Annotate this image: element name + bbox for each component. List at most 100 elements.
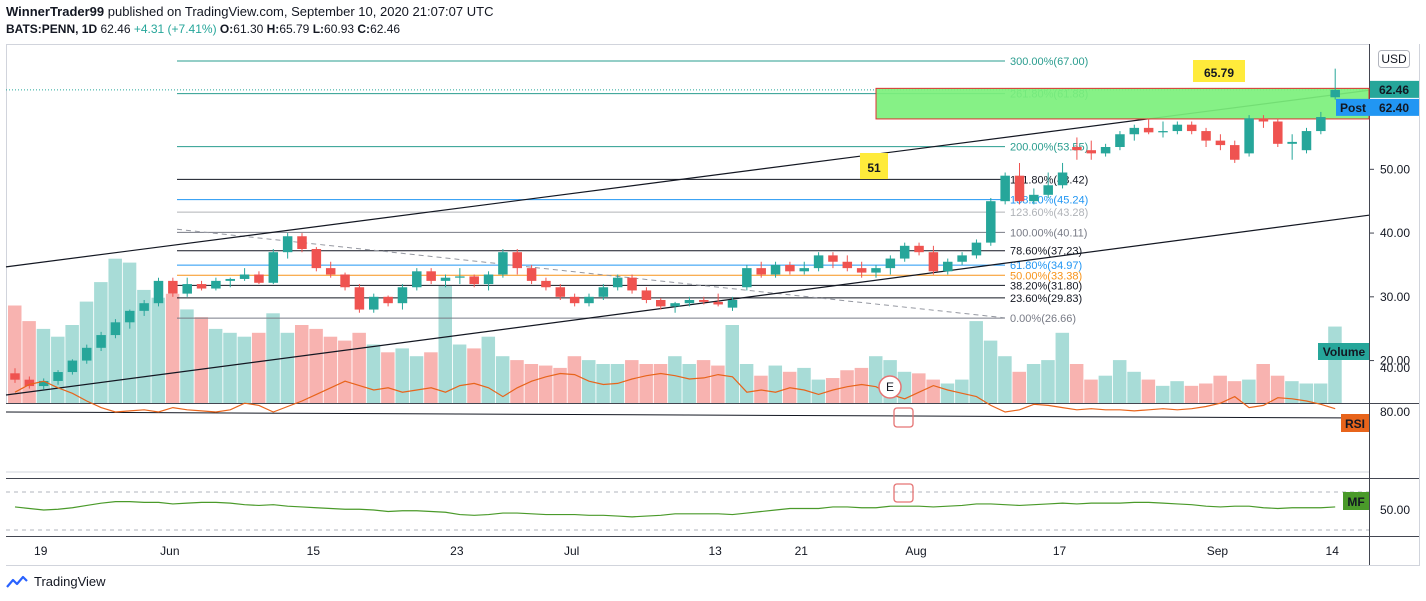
publisher-name[interactable]: WinnerTrader99 bbox=[6, 4, 105, 19]
candle-body-25 bbox=[369, 296, 379, 310]
candle-body-56 bbox=[813, 255, 824, 269]
volume-bar-86 bbox=[1242, 379, 1256, 403]
high-label-box bbox=[1193, 60, 1245, 82]
candle-body-44 bbox=[641, 290, 652, 300]
candle-body-73 bbox=[1057, 172, 1068, 186]
published-text: published on TradingView.com, September … bbox=[107, 4, 494, 19]
symbol-label[interactable]: BATS:PENN, 1D bbox=[6, 22, 98, 36]
close-value: 62.46 bbox=[370, 22, 401, 36]
volume-bar-30 bbox=[438, 286, 452, 403]
fib-label-10: 38.20%(31.80) bbox=[1010, 280, 1082, 292]
volume-bar-91 bbox=[1313, 383, 1328, 403]
currency-box bbox=[1378, 50, 1410, 68]
volume-bar-29 bbox=[424, 352, 438, 403]
candle-body-80 bbox=[1158, 131, 1168, 133]
time-tick-label-5: 13 bbox=[708, 544, 722, 558]
time-tick-label-10: 14 bbox=[1326, 544, 1340, 558]
candle-body-50 bbox=[727, 300, 738, 308]
volume-bar-12 bbox=[180, 309, 194, 403]
volume-bar-89 bbox=[1285, 381, 1299, 403]
price-tick-label-3: 50.00 bbox=[1380, 162, 1410, 176]
candle-body-78 bbox=[1129, 127, 1140, 135]
volume-bar-3 bbox=[51, 336, 65, 403]
mf-pane-badge bbox=[1343, 492, 1369, 510]
volume-bar-0 bbox=[8, 305, 22, 403]
trend-lines bbox=[5, 89, 1370, 396]
volume-bar-88 bbox=[1270, 375, 1285, 403]
earnings-marker-icon bbox=[878, 375, 902, 399]
volume-bar-16 bbox=[237, 336, 252, 403]
time-tick-label-2: 15 bbox=[307, 544, 321, 558]
candle-body-74 bbox=[1072, 147, 1082, 151]
candle-body-33 bbox=[483, 274, 494, 285]
volume-bars bbox=[8, 258, 1342, 403]
volume-bar-13 bbox=[194, 317, 209, 403]
candle-body-62 bbox=[899, 245, 910, 259]
rsi-highlight-box bbox=[893, 407, 914, 428]
candle-body-81 bbox=[1172, 124, 1183, 132]
candle-body-14 bbox=[211, 280, 221, 289]
candle-body-6 bbox=[96, 335, 106, 348]
volume-bar-14 bbox=[208, 328, 223, 403]
volume-bar-51 bbox=[739, 364, 754, 403]
candle-body-70 bbox=[1014, 175, 1025, 202]
annotations: 62.46 Post 62.40 Volume RSI MF 65.79 51 E bbox=[860, 60, 1419, 510]
candle-body-38 bbox=[555, 287, 566, 297]
volume-bar-50 bbox=[725, 325, 739, 403]
candle-body-83 bbox=[1201, 131, 1211, 141]
volume-bar-70 bbox=[1012, 371, 1026, 403]
candle-body-47 bbox=[684, 300, 695, 304]
rsi-tick-label-1: 40.00 bbox=[1380, 361, 1410, 375]
candle-body-77 bbox=[1115, 134, 1125, 147]
footer[interactable]: TradingView bbox=[6, 574, 106, 589]
candle-body-87 bbox=[1258, 118, 1269, 122]
volume-bar-92 bbox=[1328, 326, 1342, 403]
volume-bar-78 bbox=[1127, 371, 1141, 403]
candle-body-4 bbox=[67, 360, 78, 373]
candle-body-21 bbox=[311, 249, 322, 269]
candle-body-54 bbox=[785, 264, 795, 272]
last-price: 62.46 bbox=[100, 22, 131, 36]
lower-trend-line bbox=[5, 214, 1370, 396]
volume-bar-17 bbox=[251, 332, 266, 403]
volume-bar-38 bbox=[553, 367, 567, 403]
volume-bar-72 bbox=[1041, 360, 1055, 403]
post-label-text: Post bbox=[1340, 101, 1366, 115]
candle-body-59 bbox=[856, 268, 867, 273]
fib-label-7: 78.60%(37.23) bbox=[1010, 246, 1082, 258]
supply-zone-rect bbox=[875, 87, 1370, 120]
candle-body-90 bbox=[1301, 131, 1312, 151]
candle-body-0 bbox=[10, 373, 20, 380]
candle-body-15 bbox=[225, 278, 235, 281]
price-tick-label-2: 40.00 bbox=[1380, 226, 1410, 240]
candle-body-7 bbox=[110, 322, 121, 336]
mark-label-text: 51 bbox=[867, 161, 881, 175]
candle-body-22 bbox=[325, 268, 336, 275]
candle-body-19 bbox=[282, 236, 293, 253]
price-tick-label-0: 20.00 bbox=[1380, 354, 1410, 368]
volume-bar-75 bbox=[1084, 379, 1098, 403]
candle-body-68 bbox=[986, 201, 996, 243]
open-value: 61.30 bbox=[233, 22, 264, 36]
volume-bar-62 bbox=[897, 371, 912, 403]
volume-bar-10 bbox=[151, 297, 165, 403]
volume-bar-33 bbox=[481, 336, 496, 403]
volume-bar-2 bbox=[36, 328, 51, 403]
candle-body-89 bbox=[1287, 141, 1297, 144]
volume-bar-26 bbox=[381, 352, 395, 403]
candle-body-71 bbox=[1029, 194, 1039, 202]
volume-bar-82 bbox=[1184, 385, 1199, 403]
candle-body-5 bbox=[82, 347, 92, 361]
time-tick-label-6: 21 bbox=[795, 544, 809, 558]
resistance-zone[interactable] bbox=[875, 87, 1370, 120]
low-value: 60.93 bbox=[324, 22, 355, 36]
candle-body-35 bbox=[512, 252, 522, 269]
candle-body-58 bbox=[842, 261, 853, 269]
rsi-pane-label: RSI bbox=[1345, 417, 1365, 431]
candle-body-17 bbox=[254, 274, 264, 283]
post-price-badge bbox=[1370, 98, 1419, 116]
candle-body-84 bbox=[1215, 140, 1226, 146]
candle-body-65 bbox=[943, 261, 953, 272]
publish-info: WinnerTrader99 published on TradingView.… bbox=[6, 4, 493, 19]
